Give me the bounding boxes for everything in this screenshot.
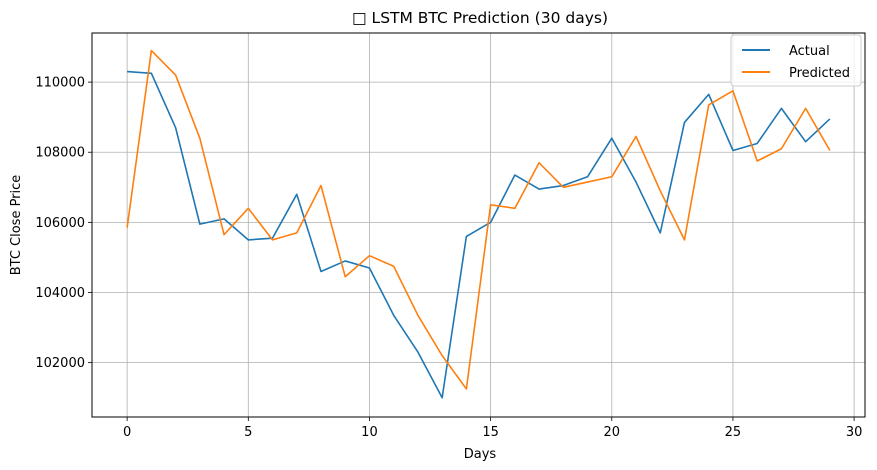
y-tick-label: 106000 (35, 216, 85, 231)
y-axis-label: BTC Close Price (9, 175, 24, 276)
x-tick-label: 10 (361, 425, 378, 440)
plot-area-frame (91, 32, 866, 418)
y-tick-label: 110000 (35, 76, 85, 91)
legend-label-predicted: Predicted (789, 66, 850, 81)
x-tick-label: 20 (604, 425, 621, 440)
x-tick-label: 15 (482, 425, 499, 440)
x-tick-label: 25 (725, 425, 742, 440)
axis-ticks: 0 5 10 15 20 25 30 102000 104000 106000 108000 1100… (35, 76, 862, 440)
series-line-predicted (126, 49, 831, 390)
series-line-actual (127, 70, 831, 399)
series-lines (126, 49, 831, 399)
legend-box (730, 34, 862, 87)
chart-title: □ LSTM BTC Prediction (30 days) (352, 9, 608, 27)
x-axis-label: Days (464, 447, 497, 462)
legend-label-actual: Actual (789, 44, 830, 59)
y-tick-label: 108000 (35, 146, 85, 161)
y-tick-label: 104000 (35, 286, 85, 301)
grid (92, 33, 865, 417)
x-tick-label: 0 (123, 425, 131, 440)
x-tick-label: 5 (244, 425, 252, 440)
y-tick-label: 102000 (35, 356, 85, 371)
legend: Actual Predicted (730, 34, 862, 87)
x-tick-label: 30 (846, 425, 863, 440)
